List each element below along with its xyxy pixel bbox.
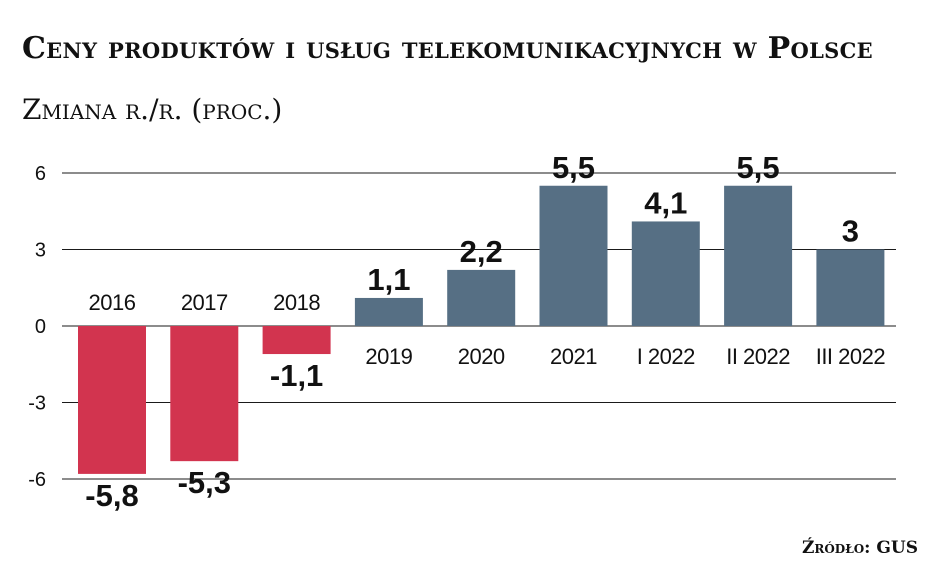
category-label: 2017 xyxy=(181,290,228,315)
category-label: III 2022 xyxy=(816,344,886,369)
bar-iii-2022 xyxy=(816,249,885,326)
value-label: 5,5 xyxy=(552,150,595,185)
chart-subtitle: Zmiana r./r. (proc.) xyxy=(22,93,283,126)
value-label: -1,1 xyxy=(270,358,323,393)
y-tick-label: -6 xyxy=(28,469,46,491)
category-label: 2016 xyxy=(89,290,136,315)
value-label: 5,5 xyxy=(737,150,780,185)
y-tick-label: 3 xyxy=(35,240,46,262)
bar-2021 xyxy=(539,185,608,326)
category-label: 2021 xyxy=(550,344,597,369)
bar-2017 xyxy=(170,326,239,462)
bar-ii-2022 xyxy=(724,185,793,326)
value-label: 2,2 xyxy=(460,234,503,269)
y-tick-label: 6 xyxy=(35,163,46,185)
bar-i-2022 xyxy=(631,221,700,326)
category-labels: 2016 2017 2018 2019 2020 2021 I 2022 II 2022 III… xyxy=(89,290,886,369)
bar-2020 xyxy=(447,269,516,326)
category-label: II 2022 xyxy=(726,344,790,369)
bar-2018 xyxy=(262,326,331,355)
source-note: Źródło: GUS xyxy=(801,538,918,558)
value-label: 1,1 xyxy=(367,262,410,297)
bar-2019 xyxy=(354,297,423,326)
bar-2016 xyxy=(78,326,146,474)
bars xyxy=(78,185,885,474)
y-axis-tick-labels: 6 3 0 -3 -6 xyxy=(28,163,46,491)
category-label: 2018 xyxy=(273,290,320,315)
value-label: -5,8 xyxy=(85,478,138,513)
chart-title: Ceny produktów i usług telekomunikacyjny… xyxy=(22,31,873,66)
value-label: 4,1 xyxy=(644,185,687,220)
value-label: 3 xyxy=(842,214,859,249)
category-label: 2019 xyxy=(365,344,412,369)
value-labels: -5,8 -5,3 -1,1 1,1 2,2 5,5 4,1 5,5 3 xyxy=(85,150,859,513)
y-tick-label: -3 xyxy=(28,393,46,415)
y-tick-label: 0 xyxy=(35,316,46,338)
category-label: I 2022 xyxy=(637,344,695,369)
category-label: 2020 xyxy=(458,344,505,369)
value-label: -5,3 xyxy=(178,465,231,500)
